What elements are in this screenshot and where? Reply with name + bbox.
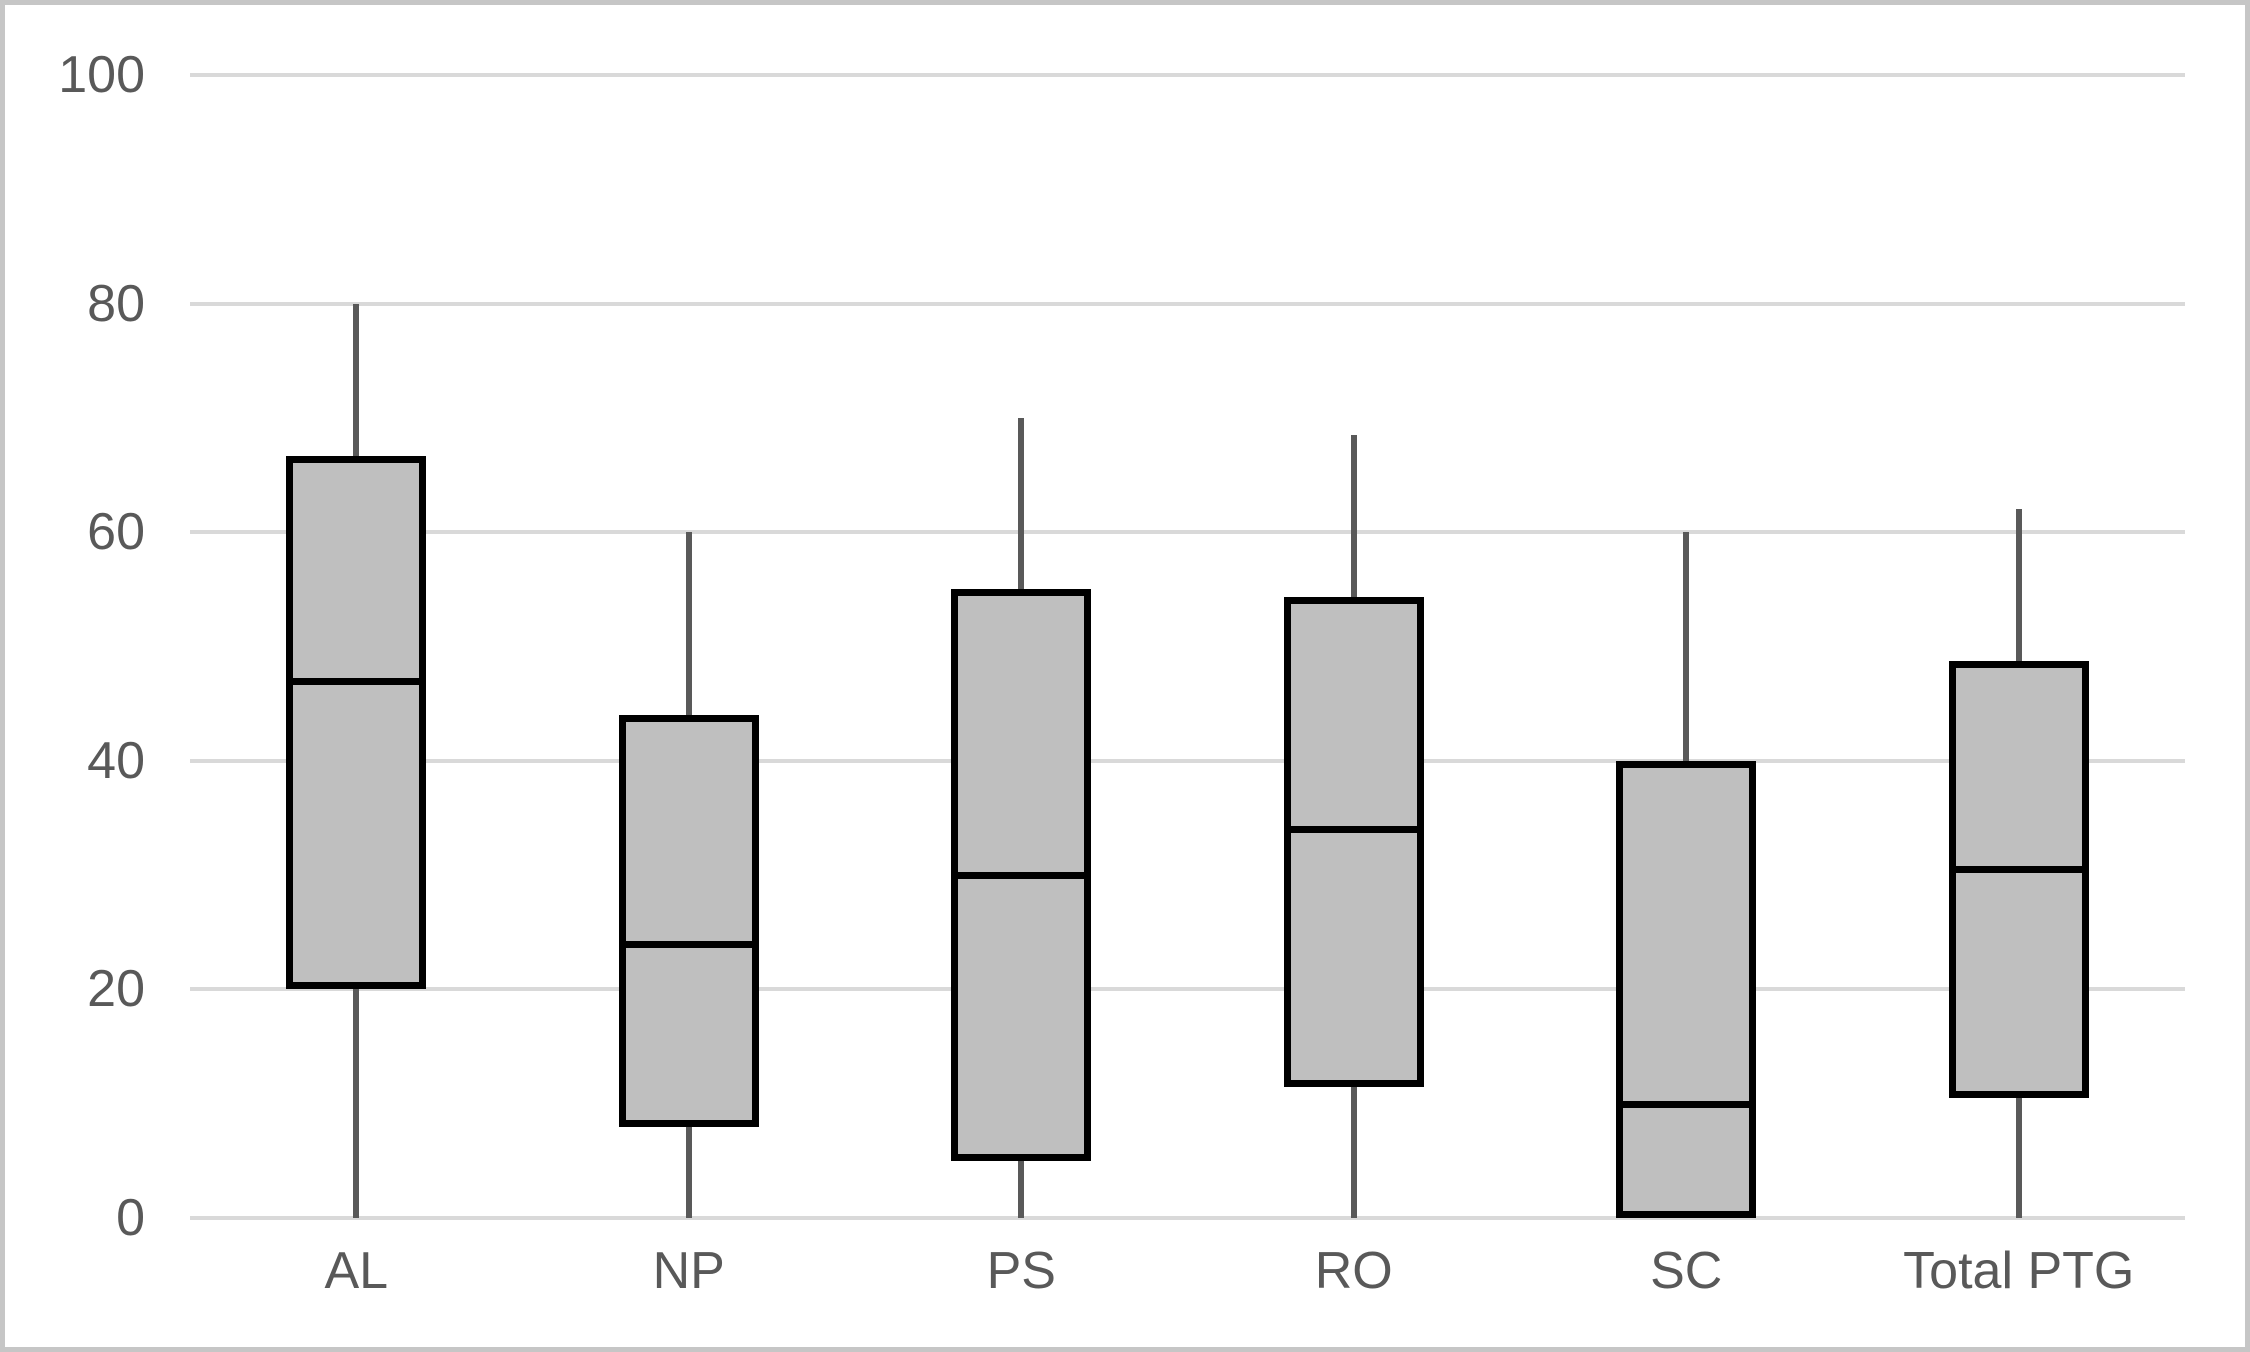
x-tick-label: PS [986,1242,1056,1300]
upper-whisker [1350,435,1357,598]
upper-whisker [353,303,360,456]
gridline [190,530,2185,535]
lower-whisker [353,989,360,1218]
median-line [1616,1100,1757,1108]
median-line [1283,826,1424,834]
box [1283,597,1424,1087]
upper-whisker [2015,509,2022,662]
upper-whisker [1683,532,1690,761]
box [1948,661,2089,1098]
box [618,715,759,1127]
box [286,455,427,990]
y-axis: 0 20 40 60 80 100 [5,49,145,1244]
y-tick-label: 80 [87,274,145,333]
lower-whisker [685,1126,692,1218]
plot-area [190,73,2185,1220]
y-tick-label: 40 [87,731,145,790]
y-tick-label: 100 [58,46,145,104]
lower-whisker [2015,1097,2022,1218]
median-line [286,677,427,685]
lower-whisker [1018,1160,1025,1218]
y-tick-label: 0 [116,1189,145,1247]
x-axis: AL NP PS RO SC Total PTG [190,1245,2185,1325]
y-tick-label: 60 [87,503,145,562]
median-line [951,872,1092,880]
upper-whisker [1018,417,1025,590]
x-tick-label: SC [1650,1242,1723,1300]
box [1616,760,1757,1218]
median-line [618,940,759,948]
gridline [190,1216,2185,1220]
y-tick-label: 20 [87,960,145,1019]
x-tick-label: NP [652,1242,725,1300]
upper-whisker [685,532,692,716]
x-tick-label: AL [324,1242,389,1300]
x-tick-label: Total PTG [1903,1242,2135,1300]
gridline [190,987,2185,992]
gridline [190,73,2185,77]
lower-whisker [1350,1086,1357,1218]
median-line [1948,866,2089,874]
gridline [190,758,2185,763]
x-tick-label: RO [1314,1242,1393,1300]
gridline [190,301,2185,306]
